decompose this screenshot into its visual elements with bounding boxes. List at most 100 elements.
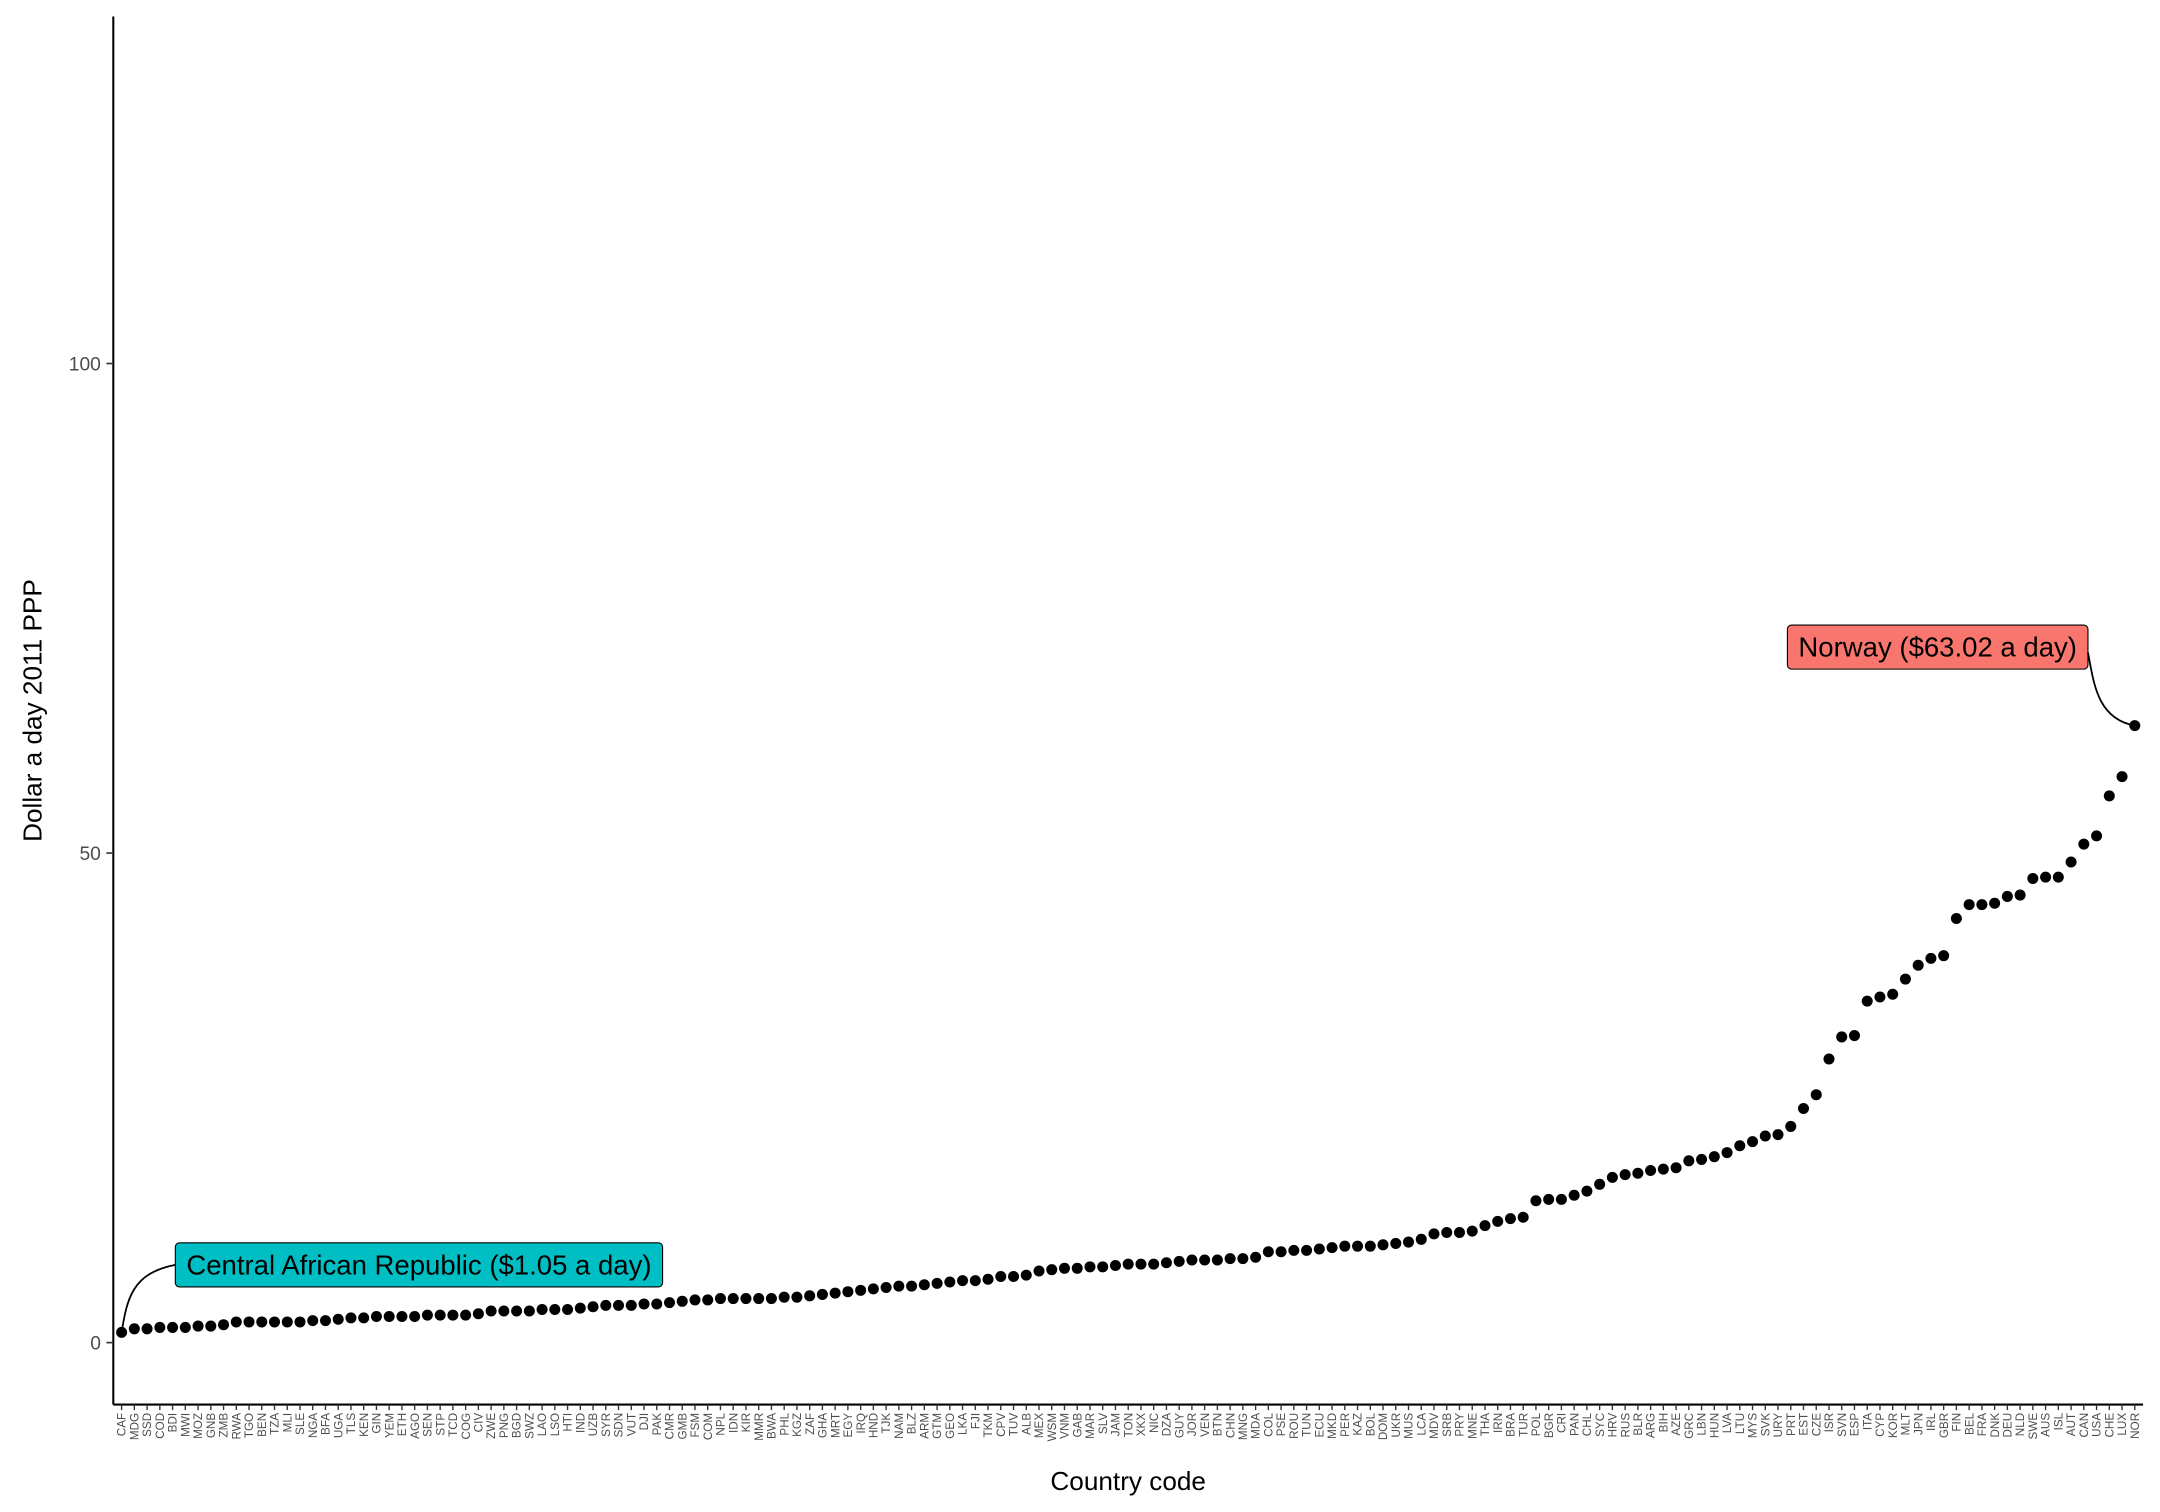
point bbox=[1160, 1257, 1172, 1269]
point bbox=[1925, 952, 1937, 964]
point bbox=[472, 1308, 484, 1320]
x-tick-label: DZA bbox=[1161, 1413, 1174, 1437]
point bbox=[1696, 1153, 1708, 1165]
point bbox=[931, 1277, 943, 1289]
point bbox=[1530, 1195, 1542, 1207]
point bbox=[1122, 1258, 1134, 1270]
point bbox=[804, 1290, 816, 1302]
annotation-label: Norway ($63.02 a day) bbox=[1798, 632, 2077, 663]
x-tick-label: CZE bbox=[1810, 1413, 1823, 1437]
x-tick-label: LVA bbox=[1721, 1413, 1734, 1434]
point bbox=[1008, 1271, 1020, 1283]
x-tick-label: TZA bbox=[269, 1413, 282, 1435]
point bbox=[485, 1305, 497, 1317]
point bbox=[319, 1315, 331, 1327]
x-tick-label: NLD bbox=[2014, 1413, 2027, 1436]
point bbox=[816, 1288, 828, 1300]
point bbox=[1288, 1244, 1300, 1256]
point bbox=[1135, 1258, 1147, 1270]
x-tick-label: SLV bbox=[1097, 1413, 1110, 1434]
point bbox=[2027, 873, 2039, 885]
x-tick-label: IRQ bbox=[855, 1413, 868, 1434]
point bbox=[587, 1301, 599, 1313]
x-tick-label: PSE bbox=[1275, 1413, 1288, 1437]
x-tick-label: PAN bbox=[1568, 1413, 1581, 1436]
x-tick-label: BEL bbox=[1963, 1412, 1976, 1435]
y-tick-label: 50 bbox=[79, 844, 100, 865]
x-tick-label: STP bbox=[434, 1413, 447, 1436]
x-tick-label: BIH bbox=[1657, 1413, 1670, 1432]
x-tick-label: PRY bbox=[1454, 1413, 1467, 1437]
point bbox=[995, 1271, 1007, 1283]
point bbox=[1797, 1103, 1810, 1115]
point bbox=[1938, 950, 1950, 962]
point bbox=[1097, 1261, 1109, 1273]
point bbox=[613, 1299, 625, 1311]
x-tick-label: SVN bbox=[1836, 1413, 1849, 1437]
x-tick-label: AZE bbox=[1670, 1413, 1683, 1436]
point bbox=[1428, 1228, 1440, 1240]
x-tick-label: LBN bbox=[1696, 1413, 1709, 1436]
x-tick-label: NGA bbox=[307, 1413, 320, 1439]
point bbox=[1262, 1246, 1274, 1258]
x-tick-label: SYR bbox=[600, 1413, 613, 1437]
annotation-connector bbox=[120, 1263, 176, 1333]
x-tick-label: MNE bbox=[1466, 1413, 1479, 1439]
point bbox=[1046, 1264, 1058, 1276]
x-tick-label: IND bbox=[574, 1413, 587, 1433]
x-tick-label: SRB bbox=[1441, 1413, 1454, 1437]
point bbox=[651, 1298, 663, 1310]
x-tick-label: DJI bbox=[638, 1413, 651, 1431]
x-tick-label: TJK bbox=[880, 1413, 893, 1434]
x-tick-label: COM bbox=[702, 1413, 715, 1440]
point bbox=[1186, 1254, 1198, 1266]
x-tick-label: SVK bbox=[1759, 1413, 1772, 1437]
annotation-label: Central African Republic ($1.05 a day) bbox=[186, 1249, 651, 1280]
point bbox=[1453, 1226, 1465, 1238]
point bbox=[1976, 899, 1988, 911]
x-tick-label: KOR bbox=[1887, 1413, 1900, 1438]
x-tick-label: RUS bbox=[1619, 1413, 1632, 1438]
point bbox=[1313, 1243, 1325, 1255]
x-tick-label: FIN bbox=[1951, 1413, 1964, 1432]
point bbox=[1810, 1089, 1822, 1101]
x-tick-label: NOR bbox=[2129, 1413, 2142, 1439]
point bbox=[1721, 1147, 1733, 1159]
point bbox=[753, 1293, 765, 1305]
point bbox=[128, 1323, 140, 1335]
point bbox=[625, 1299, 637, 1311]
point bbox=[1517, 1211, 1529, 1223]
point bbox=[383, 1310, 395, 1322]
point bbox=[689, 1294, 701, 1306]
x-tick-label: AGO bbox=[409, 1413, 422, 1439]
point bbox=[1466, 1225, 1478, 1237]
x-tick-label: TUR bbox=[1517, 1413, 1530, 1437]
x-tick-label: MAR bbox=[1084, 1413, 1097, 1439]
x-tick-label: NPL bbox=[715, 1412, 728, 1435]
x-tick-label: ALB bbox=[1020, 1413, 1033, 1435]
point bbox=[154, 1321, 166, 1333]
point bbox=[396, 1310, 408, 1322]
x-tick-label: AUS bbox=[2040, 1413, 2053, 1437]
point bbox=[944, 1276, 956, 1288]
x-tick-label: BDI bbox=[167, 1413, 180, 1432]
x-tick-label: CYP bbox=[1874, 1413, 1887, 1437]
x-tick-label: BFA bbox=[320, 1413, 333, 1435]
x-tick-label: ITA bbox=[1861, 1413, 1874, 1431]
x-tick-label: UGA bbox=[332, 1413, 345, 1439]
x-tick-label: URY bbox=[1772, 1413, 1785, 1438]
x-tick-label: TLS bbox=[345, 1413, 358, 1435]
point bbox=[409, 1310, 421, 1322]
point bbox=[523, 1305, 535, 1317]
point bbox=[1645, 1164, 1657, 1176]
point bbox=[1543, 1193, 1555, 1205]
point bbox=[179, 1321, 191, 1333]
point bbox=[791, 1291, 803, 1303]
x-tick-label: BGR bbox=[1543, 1413, 1556, 1438]
point bbox=[1670, 1162, 1682, 1174]
point bbox=[906, 1280, 918, 1292]
point bbox=[1403, 1236, 1415, 1248]
x-tick-label: GIN bbox=[371, 1413, 384, 1434]
point bbox=[842, 1286, 854, 1298]
